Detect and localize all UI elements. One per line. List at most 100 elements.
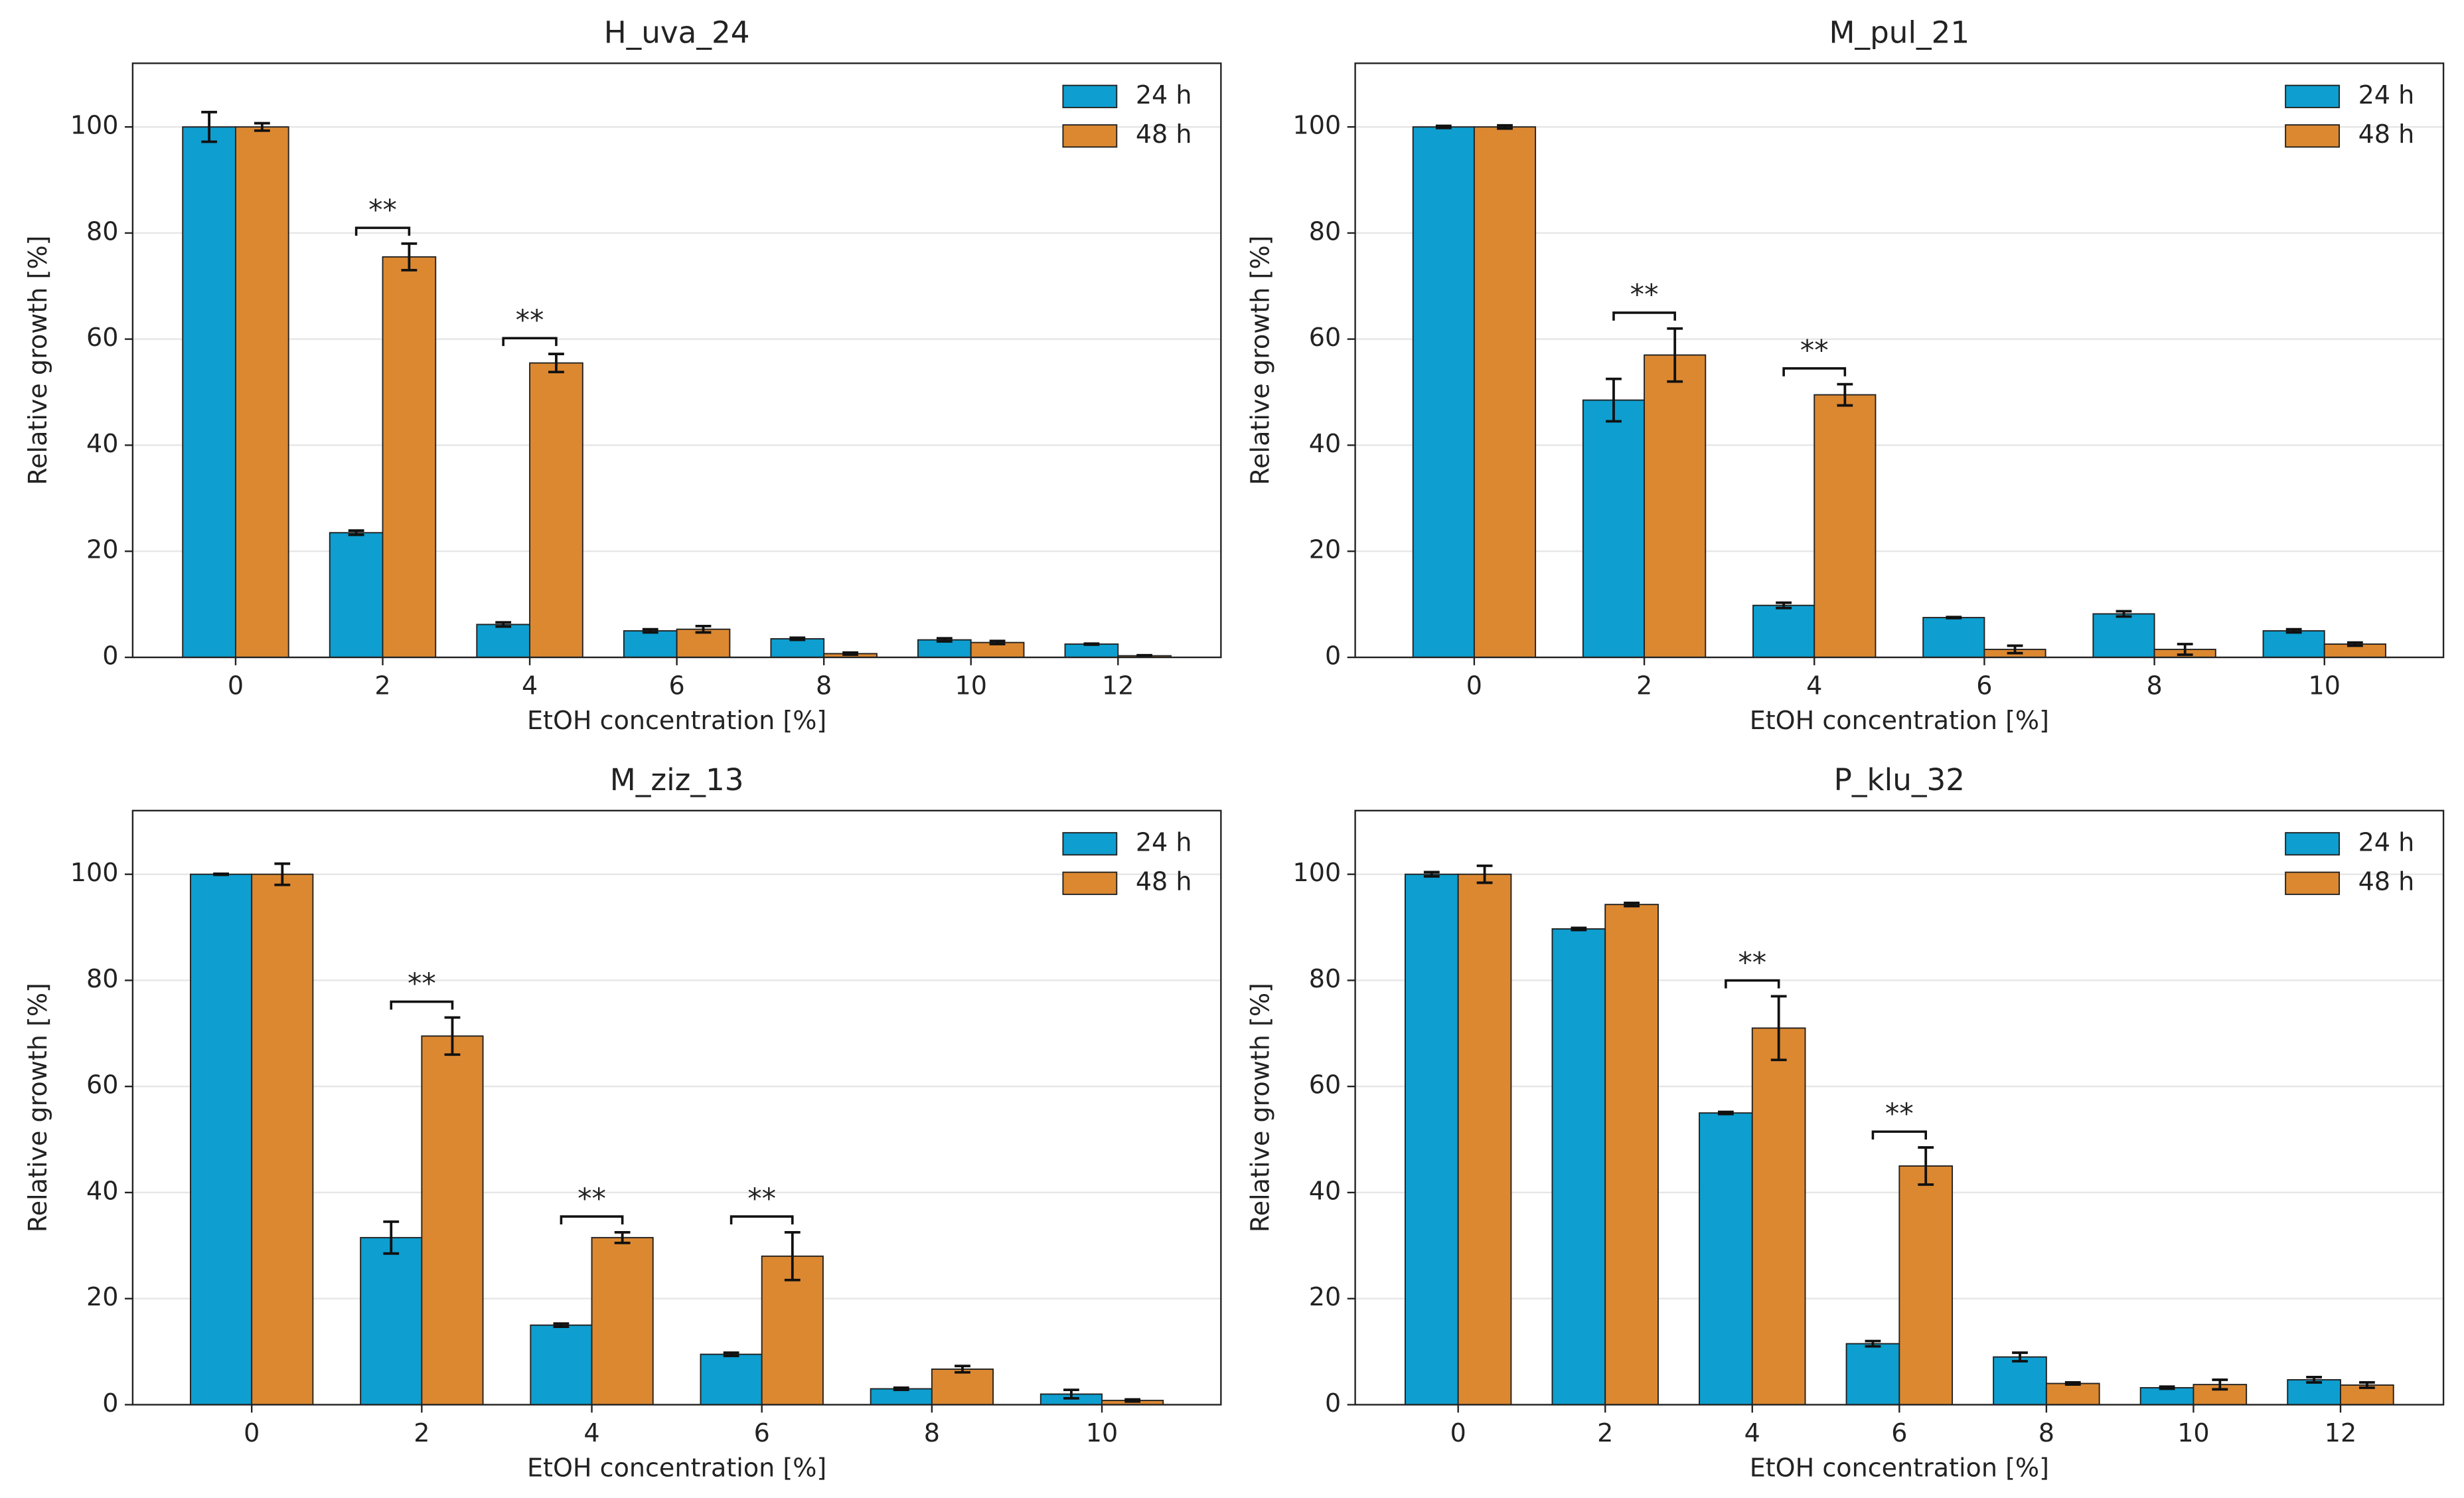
error-bar bbox=[723, 1351, 739, 1357]
error-bar bbox=[1718, 1110, 1734, 1116]
bar bbox=[2287, 1378, 2341, 1406]
bar bbox=[1457, 873, 1512, 1406]
x-tick-label: 2 bbox=[374, 671, 390, 701]
error-bar bbox=[2177, 643, 2193, 656]
significance-bracket bbox=[560, 1215, 624, 1224]
x-tick-label: 8 bbox=[816, 671, 832, 701]
bar bbox=[2262, 630, 2325, 658]
significance-label: ** bbox=[1630, 279, 1659, 312]
bar bbox=[623, 630, 678, 658]
y-tick-label: 0 bbox=[102, 1388, 118, 1418]
x-tick-label: 4 bbox=[583, 1418, 599, 1448]
bar bbox=[1845, 1343, 1900, 1406]
x-tick-label: 2 bbox=[1597, 1418, 1613, 1448]
significance-label: ** bbox=[1738, 946, 1766, 979]
significance-label: ** bbox=[516, 304, 544, 337]
x-axis-label: EtOH concentration [%] bbox=[527, 706, 826, 735]
y-tick-label: 60 bbox=[1309, 1070, 1341, 1100]
y-axis-label: Relative growth [%] bbox=[23, 236, 52, 485]
error-bar bbox=[1435, 124, 1452, 129]
bar bbox=[360, 1236, 423, 1406]
bar bbox=[1412, 126, 1475, 658]
x-tick-label: 6 bbox=[1891, 1418, 1907, 1448]
y-tick-label: 80 bbox=[1309, 216, 1341, 246]
error-bar bbox=[553, 1322, 570, 1328]
plot-frame bbox=[1354, 809, 2445, 1406]
legend-swatch bbox=[2285, 871, 2340, 895]
error-bar bbox=[348, 529, 364, 537]
error-bar bbox=[444, 1016, 461, 1056]
significance-bracket bbox=[390, 1000, 454, 1010]
x-tick-label: 4 bbox=[1744, 1418, 1760, 1448]
bar bbox=[1644, 354, 1707, 658]
y-tick-label: 20 bbox=[1309, 535, 1341, 564]
chart-title: M_pul_21 bbox=[1829, 15, 1970, 50]
bar bbox=[1752, 604, 1815, 658]
x-tick-label: 8 bbox=[924, 1418, 940, 1448]
bar bbox=[476, 624, 531, 658]
error-bar bbox=[2285, 627, 2302, 634]
error-bar bbox=[642, 627, 658, 634]
error-bar bbox=[2064, 1381, 2081, 1386]
error-bar bbox=[1918, 1146, 1934, 1186]
x-tick-label: 2 bbox=[1636, 671, 1652, 701]
panel: 0 20 40 60 80 100 0 2 4 6 8 10 12 ** ** 24 h 48 h P_klu_3… bbox=[1246, 762, 2445, 1483]
bar bbox=[1551, 928, 1606, 1406]
error-bar bbox=[614, 1230, 631, 1244]
y-tick-label: 100 bbox=[70, 111, 119, 140]
legend-swatch bbox=[1062, 832, 1118, 856]
chart-title: P_klu_32 bbox=[1834, 762, 1965, 797]
y-tick-label: 80 bbox=[86, 964, 118, 993]
error-bar bbox=[254, 122, 270, 132]
error-bar bbox=[213, 872, 229, 876]
bar bbox=[382, 256, 437, 658]
significance-bracket bbox=[354, 226, 411, 236]
significance-label: ** bbox=[747, 1183, 776, 1216]
bar bbox=[931, 1369, 994, 1406]
bar bbox=[530, 1324, 593, 1406]
bar bbox=[870, 1388, 933, 1406]
chart-title: H_uva_24 bbox=[604, 15, 750, 50]
legend-swatch bbox=[1062, 84, 1118, 108]
error-bar bbox=[1571, 926, 1587, 932]
x-tick-label: 6 bbox=[1976, 671, 1992, 701]
bar bbox=[1751, 1027, 1806, 1406]
y-axis-label: Relative growth [%] bbox=[23, 983, 52, 1232]
bar bbox=[2045, 1382, 2100, 1406]
error-bar bbox=[1124, 1398, 1141, 1403]
panel: 0 20 40 60 80 100 0 2 4 6 8 10 ** ** 24 h 48 h M_pul_21 E… bbox=[1246, 15, 2445, 735]
bar bbox=[591, 1236, 654, 1406]
y-tick-label: 0 bbox=[1325, 1388, 1341, 1418]
bar bbox=[1064, 643, 1119, 658]
x-tick-label: 6 bbox=[754, 1418, 770, 1448]
y-tick-label: 80 bbox=[86, 216, 118, 246]
panel: 0 20 40 60 80 100 0 2 4 6 8 10 ** ** ** 24 h 48 h M_ziz_1… bbox=[23, 762, 1222, 1483]
error-bar bbox=[1667, 327, 1683, 383]
bar bbox=[529, 362, 583, 658]
x-tick-label: 10 bbox=[1086, 1418, 1118, 1448]
bar bbox=[235, 126, 289, 658]
bar bbox=[190, 873, 253, 1406]
bar bbox=[2139, 1386, 2194, 1406]
error-bar bbox=[1606, 377, 1622, 423]
x-tick-label: 0 bbox=[1466, 671, 1482, 701]
y-tick-label: 20 bbox=[86, 535, 118, 564]
error-bar bbox=[1865, 1339, 1881, 1348]
bar bbox=[1582, 399, 1646, 658]
error-bar bbox=[1497, 124, 1513, 130]
y-axis-label: Relative growth [%] bbox=[1246, 983, 1275, 1232]
error-bar bbox=[383, 1220, 400, 1255]
x-axis-label: EtOH concentration [%] bbox=[527, 1454, 826, 1483]
legend-swatch bbox=[2285, 832, 2340, 856]
x-axis-label: EtOH concentration [%] bbox=[1750, 706, 2049, 735]
significance-bracket bbox=[1725, 979, 1780, 989]
y-axis-label: Relative growth [%] bbox=[1246, 236, 1275, 485]
error-bar bbox=[789, 636, 806, 641]
bar bbox=[251, 873, 314, 1406]
bar bbox=[1473, 126, 1537, 658]
error-bar bbox=[784, 1230, 801, 1282]
x-tick-label: 10 bbox=[2309, 671, 2341, 701]
error-bar bbox=[955, 1365, 970, 1374]
legend-label: 24 h bbox=[2358, 827, 2415, 857]
